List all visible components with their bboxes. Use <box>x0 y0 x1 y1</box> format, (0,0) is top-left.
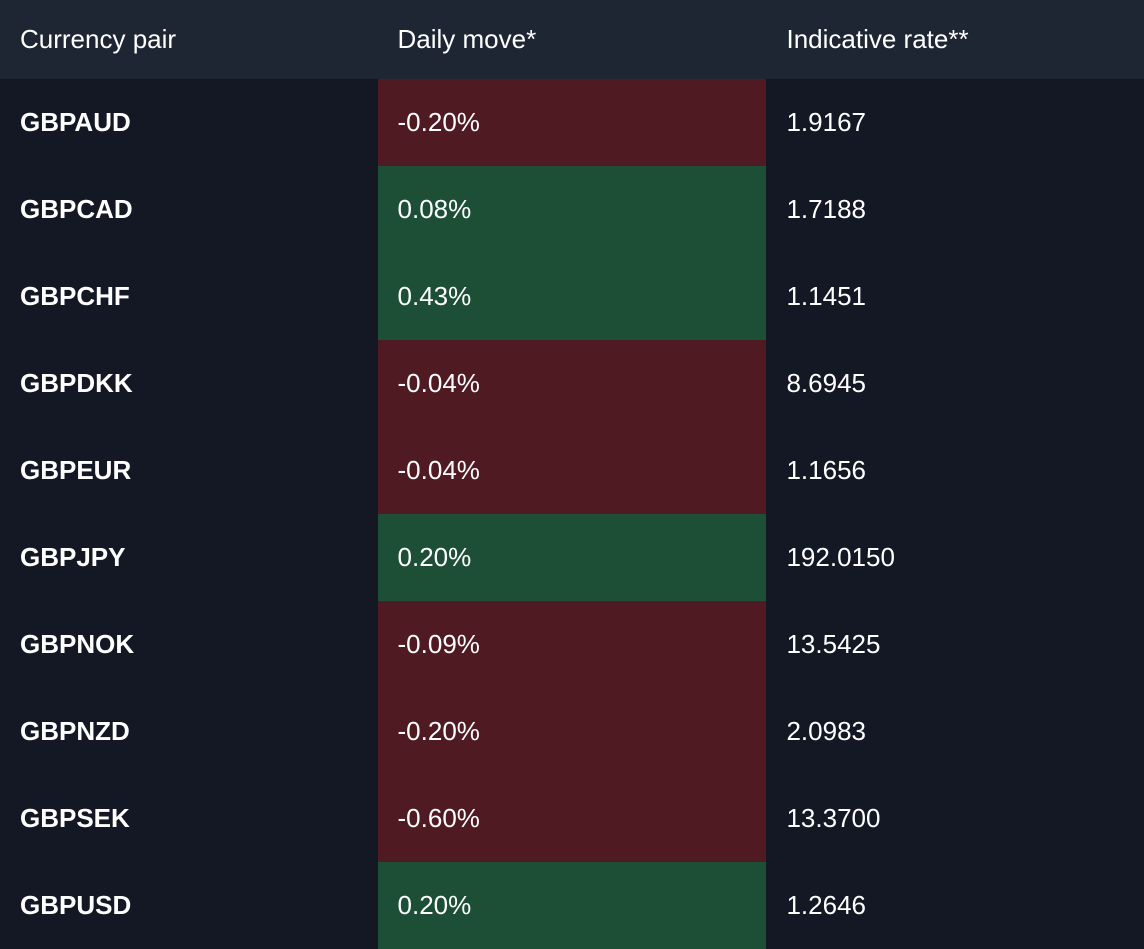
currency-pair-cell: GBPJPY <box>0 514 378 601</box>
table-row: GBPCHF 0.43% 1.1451 <box>0 253 1144 340</box>
daily-move-cell: 0.20% <box>378 862 767 949</box>
indicative-rate-cell: 1.9167 <box>766 79 1144 166</box>
daily-move-cell: -0.09% <box>378 601 767 688</box>
indicative-rate-cell: 13.3700 <box>766 775 1144 862</box>
indicative-rate-cell: 192.0150 <box>766 514 1144 601</box>
daily-move-cell: -0.04% <box>378 427 767 514</box>
daily-move-cell: -0.60% <box>378 775 767 862</box>
table-row: GBPUSD 0.20% 1.2646 <box>0 862 1144 949</box>
currency-pair-cell: GBPCHF <box>0 253 378 340</box>
table-row: GBPAUD -0.20% 1.9167 <box>0 79 1144 166</box>
daily-move-cell: 0.08% <box>378 166 767 253</box>
daily-move-cell: 0.43% <box>378 253 767 340</box>
indicative-rate-cell: 1.1451 <box>766 253 1144 340</box>
currency-pair-cell: GBPUSD <box>0 862 378 949</box>
indicative-rate-cell: 1.2646 <box>766 862 1144 949</box>
table-row: GBPSEK -0.60% 13.3700 <box>0 775 1144 862</box>
indicative-rate-cell: 13.5425 <box>766 601 1144 688</box>
table-row: GBPCAD 0.08% 1.7188 <box>0 166 1144 253</box>
header-currency-pair: Currency pair <box>0 0 378 79</box>
table-row: GBPEUR -0.04% 1.1656 <box>0 427 1144 514</box>
table-row: GBPNOK -0.09% 13.5425 <box>0 601 1144 688</box>
currency-pair-cell: GBPSEK <box>0 775 378 862</box>
currency-rates-table: Currency pair Daily move* Indicative rat… <box>0 0 1144 949</box>
indicative-rate-cell: 2.0983 <box>766 688 1144 775</box>
table-row: GBPJPY 0.20% 192.0150 <box>0 514 1144 601</box>
indicative-rate-cell: 1.1656 <box>766 427 1144 514</box>
currency-pair-cell: GBPAUD <box>0 79 378 166</box>
currency-pair-cell: GBPDKK <box>0 340 378 427</box>
indicative-rate-cell: 1.7188 <box>766 166 1144 253</box>
indicative-rate-cell: 8.6945 <box>766 340 1144 427</box>
header-daily-move: Daily move* <box>378 0 767 79</box>
daily-move-cell: -0.04% <box>378 340 767 427</box>
table-body: GBPAUD -0.20% 1.9167 GBPCAD 0.08% 1.7188… <box>0 79 1144 949</box>
currency-pair-cell: GBPCAD <box>0 166 378 253</box>
header-indicative-rate: Indicative rate** <box>766 0 1144 79</box>
currency-pair-cell: GBPNOK <box>0 601 378 688</box>
table-header-row: Currency pair Daily move* Indicative rat… <box>0 0 1144 79</box>
currency-pair-cell: GBPNZD <box>0 688 378 775</box>
table-row: GBPNZD -0.20% 2.0983 <box>0 688 1144 775</box>
daily-move-cell: 0.20% <box>378 514 767 601</box>
daily-move-cell: -0.20% <box>378 79 767 166</box>
currency-pair-cell: GBPEUR <box>0 427 378 514</box>
daily-move-cell: -0.20% <box>378 688 767 775</box>
table-row: GBPDKK -0.04% 8.6945 <box>0 340 1144 427</box>
